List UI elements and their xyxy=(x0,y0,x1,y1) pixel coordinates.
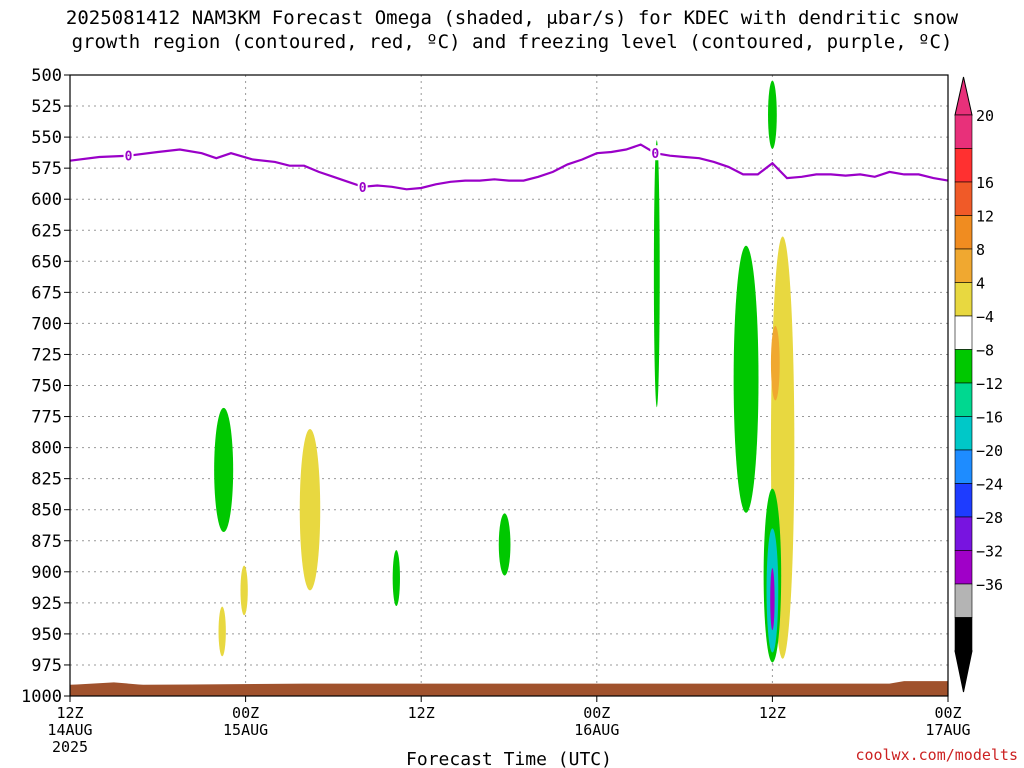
colorbar-bottom-triangle xyxy=(954,650,973,693)
x-tick-label: 2025 xyxy=(52,738,88,756)
colorbar-label: −24 xyxy=(976,476,1003,494)
colorbar-segment xyxy=(954,416,973,451)
colorbar-label: −4 xyxy=(976,308,994,326)
y-tick-label: 600 xyxy=(31,190,62,210)
colorbar-label: −28 xyxy=(976,509,1003,527)
freezing-label-bg xyxy=(123,147,134,163)
colorbar-segment xyxy=(954,282,973,317)
x-tick-label: 00Z xyxy=(934,704,961,722)
colorbar-segment xyxy=(954,181,973,216)
x-tick-label: 16AUG xyxy=(574,721,619,739)
colorbar-segment xyxy=(954,516,973,551)
freezing-label-bg xyxy=(357,178,368,194)
omega-region xyxy=(240,565,248,616)
freezing-level-label: 0 xyxy=(125,150,133,165)
omega-region xyxy=(733,245,759,513)
colorbar-label: −12 xyxy=(976,375,1003,393)
colorbar-label: 4 xyxy=(976,275,985,293)
colorbar-label: −8 xyxy=(976,342,994,360)
y-tick-label: 850 xyxy=(31,501,62,521)
freezing-level-label: 0 xyxy=(651,147,659,162)
y-tick-label: 775 xyxy=(31,408,62,428)
omega-region xyxy=(214,407,234,533)
terrain-band xyxy=(70,684,948,696)
y-tick-label: 750 xyxy=(31,377,62,397)
colorbar-segment xyxy=(954,215,973,250)
colorbar-label: 12 xyxy=(976,208,994,226)
title-line-2: growth region (contoured, red, ºC) and f… xyxy=(71,31,953,53)
colorbar-segment xyxy=(954,550,973,585)
colorbar-label: 8 xyxy=(976,241,985,259)
colorbar-label: −20 xyxy=(976,442,1003,460)
x-tick-label: 14AUG xyxy=(47,721,92,739)
freezing-label-bg xyxy=(650,145,661,161)
freezing-level-line xyxy=(69,143,949,191)
x-tick-label: 12Z xyxy=(759,704,786,722)
omega-region xyxy=(770,568,775,631)
x-tick-label: 15AUG xyxy=(223,721,268,739)
terrain-ridge xyxy=(70,681,948,688)
colorbar-label: −36 xyxy=(976,576,1003,594)
x-tick-label: 12Z xyxy=(56,704,83,722)
colorbar-segment xyxy=(954,382,973,417)
colorbar-label: −16 xyxy=(976,409,1003,427)
colorbar-segment xyxy=(954,315,973,350)
colorbar-label: 16 xyxy=(976,174,994,192)
x-tick-label: 00Z xyxy=(583,704,610,722)
omega-region xyxy=(653,140,660,408)
colorbar-segment xyxy=(954,148,973,183)
colorbar-label: −32 xyxy=(976,543,1003,561)
freezing-level-label: 0 xyxy=(359,181,367,196)
colorbar-segment xyxy=(954,449,973,484)
chart-title: 2025081412 NAM3KM Forecast Omega (shaded… xyxy=(0,6,1024,54)
omega-region xyxy=(392,550,400,606)
colorbar-segment xyxy=(954,617,973,652)
y-tick-label: 800 xyxy=(31,439,62,459)
title-line-1: 2025081412 NAM3KM Forecast Omega (shaded… xyxy=(65,7,959,29)
y-tick-label: 825 xyxy=(31,470,62,490)
x-axis-label: Forecast Time (UTC) xyxy=(406,749,612,768)
credit-text: coolwx.com/modelts xyxy=(855,746,1018,764)
y-tick-label: 650 xyxy=(31,252,62,272)
colorbar-label: 20 xyxy=(976,107,994,125)
y-tick-label: 525 xyxy=(31,97,62,117)
y-tick-label: 550 xyxy=(31,128,62,148)
y-tick-label: 675 xyxy=(31,283,62,303)
y-tick-label: 700 xyxy=(31,314,62,334)
y-tick-label: 625 xyxy=(31,221,62,241)
omega-region xyxy=(768,80,777,149)
colorbar-segment xyxy=(954,583,973,618)
y-tick-label: 575 xyxy=(31,159,62,179)
x-tick-label: 12Z xyxy=(408,704,435,722)
y-tick-label: 1000 xyxy=(21,687,62,707)
omega-region xyxy=(218,606,226,657)
y-tick-label: 500 xyxy=(31,66,62,86)
omega-region xyxy=(770,325,780,401)
y-tick-label: 975 xyxy=(31,656,62,676)
y-tick-label: 900 xyxy=(31,563,62,583)
omega-region xyxy=(498,513,511,576)
y-tick-label: 875 xyxy=(31,532,62,552)
y-tick-label: 925 xyxy=(31,594,62,614)
colorbar-top-triangle xyxy=(954,76,973,116)
omega-region xyxy=(299,428,321,591)
colorbar-segment xyxy=(954,248,973,283)
x-tick-label: 17AUG xyxy=(925,721,970,739)
colorbar-segment xyxy=(954,114,973,149)
y-tick-label: 950 xyxy=(31,625,62,645)
colorbar-segment xyxy=(954,483,973,518)
y-tick-label: 725 xyxy=(31,345,62,365)
colorbar-segment xyxy=(954,349,973,384)
x-tick-label: 00Z xyxy=(232,704,259,722)
